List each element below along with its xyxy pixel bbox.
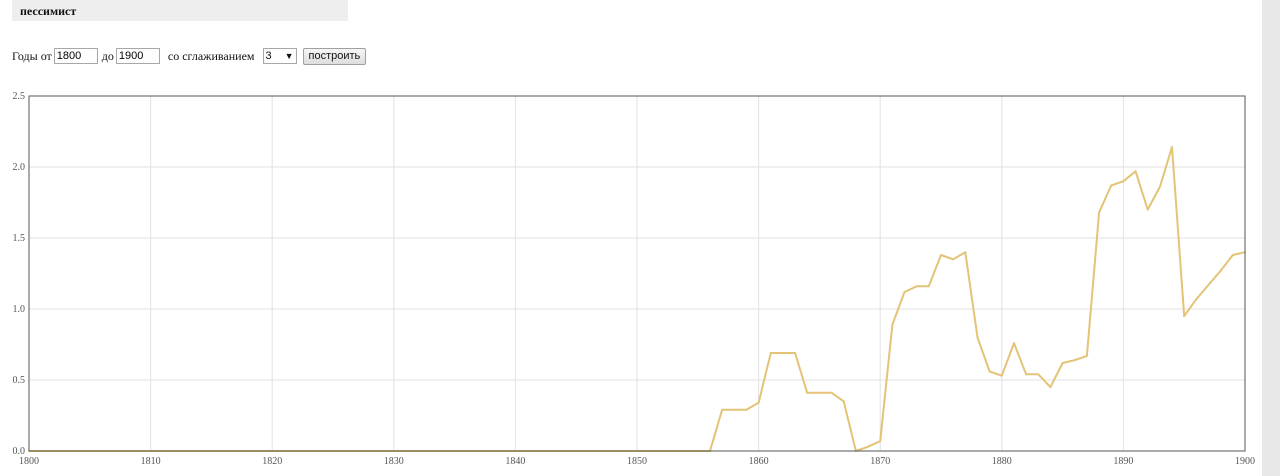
scrollbar[interactable] xyxy=(1262,0,1280,476)
years-from-label: Годы от xyxy=(12,48,52,63)
data-point xyxy=(1183,315,1186,318)
query-word: пессимист xyxy=(20,4,77,18)
y-axis-ticks: 0.0 0.5 1.0 1.5 2.0 2.5 xyxy=(13,91,26,457)
x-tick-label: 1800 xyxy=(19,456,39,467)
data-point xyxy=(1025,373,1028,376)
data-point xyxy=(1158,185,1161,188)
smoothing-value: 3 xyxy=(265,50,272,62)
data-point xyxy=(879,440,882,443)
x-tick-label: 1900 xyxy=(1235,456,1255,467)
data-point xyxy=(927,285,930,288)
data-point xyxy=(903,290,906,293)
x-tick-label: 1820 xyxy=(262,456,282,467)
x-tick-label: 1870 xyxy=(870,456,890,467)
year-to-input[interactable] xyxy=(115,48,160,64)
data-point xyxy=(1195,298,1198,301)
x-axis-ticks: 1800 1810 1820 1830 1840 1850 1860 1870 1880 1890… xyxy=(19,456,1255,467)
y-tick-label: 1.5 xyxy=(13,233,26,244)
data-point xyxy=(915,285,918,288)
data-point xyxy=(1134,170,1137,173)
data-point xyxy=(1207,283,1210,286)
data-point xyxy=(781,352,784,355)
data-point xyxy=(964,251,967,254)
data-point xyxy=(757,401,760,404)
x-tick-label: 1860 xyxy=(749,456,769,467)
data-point xyxy=(1085,354,1088,357)
data-point xyxy=(842,400,845,403)
data-point xyxy=(988,370,991,373)
data-point xyxy=(867,445,870,448)
data-point xyxy=(1171,146,1174,149)
data-point xyxy=(721,408,724,411)
data-point xyxy=(1000,374,1003,377)
data-point xyxy=(940,254,942,257)
smoothing-label: со сглаживанием xyxy=(167,48,255,63)
data-point xyxy=(1073,359,1076,362)
y-tick-label: 0.5 xyxy=(13,375,26,386)
data-point xyxy=(1061,361,1064,364)
build-button[interactable]: построить xyxy=(302,47,367,65)
data-point xyxy=(1098,211,1101,214)
y-tick-label: 2.5 xyxy=(13,91,26,102)
x-tick-label: 1810 xyxy=(141,456,161,467)
to-label: до xyxy=(101,48,114,63)
y-tick-label: 2.0 xyxy=(13,162,26,173)
data-point xyxy=(1012,342,1015,345)
data-point xyxy=(830,391,833,394)
data-point xyxy=(976,336,979,339)
data-point xyxy=(794,352,797,355)
plot-frame xyxy=(28,95,1246,452)
data-point xyxy=(818,391,821,394)
data-point xyxy=(806,391,809,394)
x-tick-label: 1830 xyxy=(384,456,404,467)
y-tick-label: 0.0 xyxy=(13,446,26,457)
data-point xyxy=(769,352,772,355)
year-from-input[interactable] xyxy=(53,48,98,64)
data-point xyxy=(1110,184,1113,187)
dropdown-arrow-icon: ▼ xyxy=(284,51,294,61)
data-point xyxy=(1219,269,1222,272)
data-point xyxy=(1231,254,1234,257)
x-tick-label: 1880 xyxy=(992,456,1012,467)
x-tick-label: 1850 xyxy=(627,456,647,467)
x-tick-label: 1890 xyxy=(1113,456,1133,467)
y-tick-label: 1.0 xyxy=(13,304,26,315)
x-tick-label: 1840 xyxy=(505,456,525,467)
data-point xyxy=(745,408,748,411)
smoothing-select[interactable]: 3 ▼ xyxy=(262,48,297,64)
data-point xyxy=(1122,180,1125,183)
series-line xyxy=(29,146,1246,452)
data-point xyxy=(891,323,894,326)
data-point xyxy=(1146,208,1149,211)
data-point xyxy=(1037,373,1040,376)
controls-row: Годы от до со сглаживанием 3 ▼ построить xyxy=(12,47,367,65)
query-header: пессимист xyxy=(12,0,348,21)
data-point xyxy=(952,258,955,261)
data-point xyxy=(733,408,736,411)
data-point xyxy=(1049,386,1052,389)
